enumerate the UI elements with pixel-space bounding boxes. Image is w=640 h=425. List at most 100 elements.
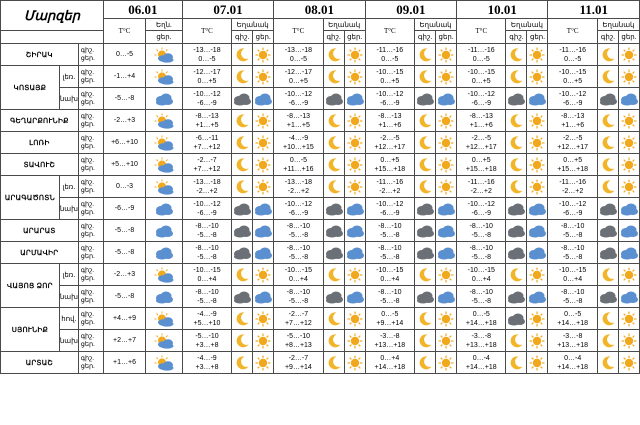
temperature-cell: -11…-16 -2…+2	[364, 175, 416, 198]
cloud-icon	[438, 203, 456, 215]
cloud-icon	[438, 225, 456, 237]
night-day-label: գիշ. ցեր.	[77, 263, 105, 286]
cloud-icon	[325, 225, 343, 237]
night-day-label: գիշ. ցեր.	[77, 87, 105, 110]
night-header: գիշ.	[505, 30, 528, 44]
date-header: 08.01	[273, 0, 366, 19]
sun-icon	[529, 179, 545, 194]
day-weather-icon-cell	[435, 263, 458, 286]
weather-icon-cell	[145, 351, 183, 374]
night-weather-icon-cell	[596, 219, 619, 242]
crescent-moon-icon	[511, 333, 523, 347]
day-weather-icon-cell	[343, 109, 366, 132]
weather-icon-cell	[145, 219, 183, 242]
temperature-cell: -8…-13 +1…+5	[181, 109, 233, 132]
night-weather-icon-cell	[505, 219, 528, 242]
temperature-header: T°C	[273, 18, 324, 44]
cloud-icon	[234, 203, 252, 215]
crescent-moon-icon	[236, 157, 249, 171]
crescent-moon-icon	[328, 311, 341, 325]
cloud-icon	[620, 291, 638, 303]
temperature-cell: -10…-12 -6…-9	[364, 197, 416, 220]
sun-icon	[438, 69, 454, 84]
day-weather-icon-cell	[526, 197, 549, 220]
crescent-moon-icon	[511, 179, 523, 193]
night-header: գիշ.	[596, 30, 619, 44]
crescent-moon-icon	[602, 333, 615, 347]
night-weather-icon-cell	[231, 87, 254, 110]
night-weather-icon-cell	[596, 241, 619, 264]
temperature-cell: -10…-12 -6…-9	[181, 87, 233, 110]
temperature-cell: +5…+10	[102, 153, 147, 176]
day-weather-icon-cell	[252, 329, 275, 352]
temperature-cell: -4…-9 +5…+10	[181, 307, 233, 330]
weather-icon-cell	[145, 307, 183, 330]
day-weather-icon-cell	[617, 65, 640, 88]
temperature-cell: -10…-12 -6…-9	[181, 197, 233, 220]
day-weather-icon-cell	[526, 307, 549, 330]
sun-behind-cloud-icon	[154, 333, 174, 349]
temperature-cell: 0…+5 +15…+18	[547, 153, 598, 176]
temperature-cell: -12…-17 0…+5	[181, 65, 233, 88]
crescent-moon-icon	[602, 355, 615, 369]
crescent-moon-icon	[602, 69, 615, 83]
cloud-icon	[417, 225, 435, 237]
day-weather-icon-cell	[617, 87, 640, 110]
temperature-cell: 0…+5 +15…+18	[456, 153, 507, 176]
region-name: ԿՈՏԱՅՔ	[0, 65, 60, 110]
sun-icon	[621, 47, 637, 62]
sun-icon	[621, 267, 637, 282]
night-day-label: գիշ. ցեր.	[77, 351, 105, 374]
temperature-cell: -8…-10 -5…-8	[181, 219, 233, 242]
night-weather-icon-cell	[322, 285, 345, 308]
night-day-label: գիշ. ցեր.	[77, 219, 105, 242]
crescent-moon-icon	[602, 47, 615, 61]
temperature-cell: -3…-8 +13…+18	[456, 329, 507, 352]
temperature-cell: -11…-16 0…-5	[364, 43, 416, 66]
night-weather-icon-cell	[414, 197, 437, 220]
cloud-icon	[529, 247, 547, 259]
temperature-cell: +2…+7	[102, 329, 147, 352]
night-weather-icon-cell	[596, 153, 619, 176]
crescent-moon-icon	[419, 179, 432, 193]
night-weather-icon-cell	[231, 43, 254, 66]
sun-behind-cloud-icon	[154, 135, 174, 151]
temperature-cell: +1…+6	[102, 351, 147, 374]
night-weather-icon-cell	[505, 285, 528, 308]
temperature-cell: +6…+10	[102, 131, 147, 154]
day-weather-icon-cell	[343, 263, 366, 286]
temperature-cell: 0…-4 +14…+18	[547, 351, 598, 374]
temperature-cell: -6…-11 +7…+12	[181, 131, 233, 154]
cloud-icon	[620, 93, 638, 105]
zone-label: նախ.	[58, 87, 79, 110]
crescent-moon-icon	[328, 333, 341, 347]
crescent-moon-icon	[236, 311, 249, 325]
night-weather-icon-cell	[505, 65, 528, 88]
temperature-cell: -2…-5 +12…+17	[364, 131, 416, 154]
temperature-cell: -10…-12 -6…-9	[456, 87, 507, 110]
night-weather-icon-cell	[231, 219, 254, 242]
night-weather-icon-cell	[596, 263, 619, 286]
day-weather-icon-cell	[343, 219, 366, 242]
temperature-cell: -8…-10 -5…-8	[273, 219, 324, 242]
temperature-cell: -8…-10 -5…-8	[456, 285, 507, 308]
temperature-cell: 0…-5 +14…+18	[456, 307, 507, 330]
crescent-moon-icon	[328, 267, 341, 281]
temperature-cell: -10…-15 0…+5	[547, 65, 598, 88]
day-weather-icon-cell	[252, 307, 275, 330]
temperature-cell: -10…-15 0…+4	[181, 263, 233, 286]
sun-icon	[347, 47, 363, 62]
temperature-cell: 0…-4 +14…+18	[456, 351, 507, 374]
cloud-icon	[508, 313, 526, 325]
day-weather-icon-cell	[617, 175, 640, 198]
temperature-cell: -1…+4	[102, 65, 147, 88]
crescent-moon-icon	[328, 135, 341, 149]
cloud-icon	[508, 291, 526, 303]
cloud-icon	[508, 247, 526, 259]
date-header: 11.01	[547, 0, 640, 19]
cloud-icon	[325, 203, 343, 215]
crescent-moon-icon	[419, 113, 432, 127]
night-weather-icon-cell	[322, 351, 345, 374]
night-weather-icon-cell	[414, 87, 437, 110]
cloud-icon	[346, 203, 364, 215]
